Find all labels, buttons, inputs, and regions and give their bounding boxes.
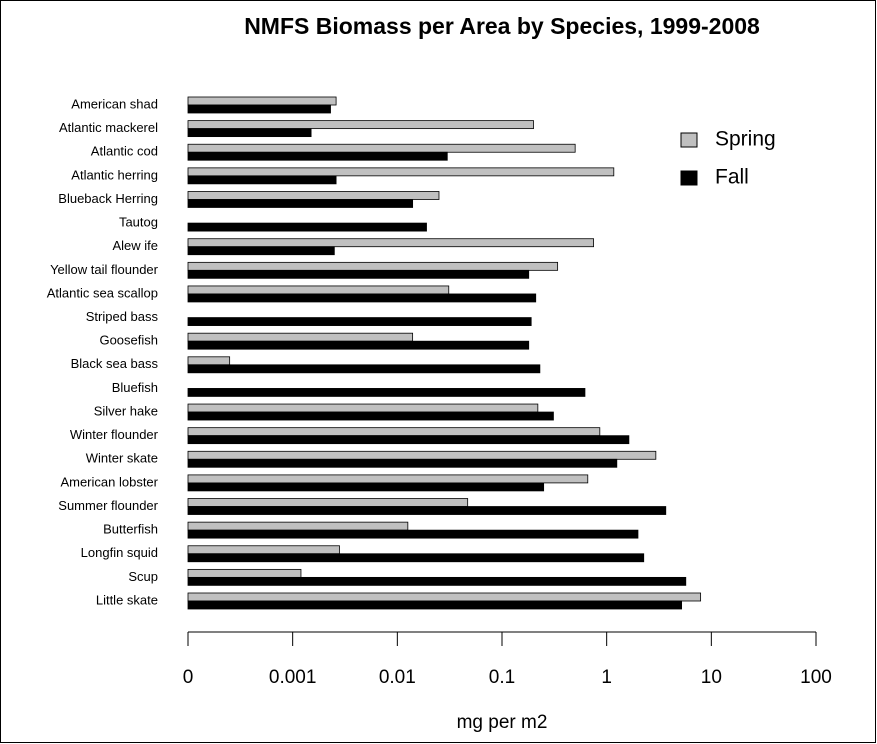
- bar: [187, 576, 687, 586]
- x-tick-label: 100: [800, 667, 832, 688]
- y-tick-label: Atlantic herring: [71, 167, 158, 182]
- bar: [187, 600, 683, 610]
- legend-label: Spring: [715, 128, 776, 151]
- bar: [187, 261, 559, 271]
- y-tick-label: Black sea bass: [71, 356, 159, 371]
- y-tick-label: American lobster: [60, 474, 158, 489]
- bar: [187, 143, 576, 153]
- y-tick-label: Striped bass: [86, 309, 159, 324]
- y-tick-label: Goosefish: [99, 333, 158, 348]
- y-tick-label: Summer flounder: [58, 498, 158, 513]
- bar: [187, 269, 530, 279]
- bar: [187, 238, 594, 248]
- y-tick-label: Atlantic cod: [91, 144, 158, 159]
- y-tick-label: Blueback Herring: [58, 191, 158, 206]
- bar: [187, 506, 667, 515]
- legend-swatch: [680, 170, 698, 186]
- bar: [187, 317, 532, 326]
- bar: [187, 592, 702, 602]
- bar: [187, 199, 414, 208]
- bar: [187, 450, 657, 460]
- bar: [187, 175, 337, 185]
- bar: [187, 427, 601, 437]
- legend-swatch: [680, 132, 698, 148]
- bar: [187, 151, 448, 161]
- y-tick-label: Winter flounder: [70, 427, 159, 442]
- bar: [187, 403, 539, 413]
- y-tick-label: Little skate: [96, 592, 158, 607]
- y-tick-label: American shad: [71, 96, 158, 111]
- bar: [187, 521, 409, 531]
- bar: [187, 246, 335, 256]
- bar: [187, 356, 231, 366]
- y-tick-label: Atlantic sea scallop: [47, 285, 158, 300]
- bar: [187, 128, 312, 138]
- bar: [187, 529, 639, 539]
- x-tick-label: 10: [701, 667, 722, 688]
- bar: [187, 120, 534, 130]
- x-axis-label: mg per m2: [457, 712, 548, 733]
- x-tick-label: 0: [183, 667, 194, 688]
- bar: [187, 498, 469, 507]
- bar: [187, 167, 615, 177]
- bar: [187, 191, 440, 200]
- y-tick-label: Winter skate: [86, 451, 158, 466]
- bar: [187, 285, 450, 295]
- y-tick-label: Silver hake: [94, 403, 158, 418]
- y-tick-label: Atlantic mackerel: [59, 120, 158, 135]
- bar: [187, 332, 414, 342]
- bar: [187, 104, 331, 114]
- x-tick-label: 0.01: [379, 667, 416, 688]
- bar: [187, 222, 427, 232]
- y-tick-label: Alew ife: [112, 238, 158, 253]
- y-tick-label: Longfin squid: [81, 545, 158, 560]
- bar: [187, 364, 541, 374]
- bar: [187, 96, 337, 106]
- y-tick-label: Yellow tail flounder: [50, 262, 159, 277]
- y-tick-label: Scup: [128, 569, 158, 584]
- y-tick-label: Bluefish: [112, 380, 158, 395]
- bar: [187, 411, 554, 421]
- legend-label: Fall: [715, 166, 749, 189]
- bar: [187, 458, 618, 468]
- y-tick-label: Butterfish: [103, 522, 158, 537]
- bar: [187, 568, 302, 578]
- bar: [187, 474, 589, 484]
- chart-title: NMFS Biomass per Area by Species, 1999-2…: [244, 13, 760, 39]
- bar: [187, 482, 545, 492]
- bar: [187, 545, 340, 555]
- bar: [187, 435, 630, 445]
- bar: [187, 553, 645, 563]
- x-tick-label: 0.1: [489, 667, 515, 688]
- bar: [187, 388, 586, 397]
- y-tick-label: Tautog: [119, 215, 158, 230]
- x-tick-label: 1: [601, 667, 612, 688]
- x-tick-label: 0.001: [269, 667, 317, 688]
- bar: [187, 293, 537, 303]
- bar: [187, 340, 530, 350]
